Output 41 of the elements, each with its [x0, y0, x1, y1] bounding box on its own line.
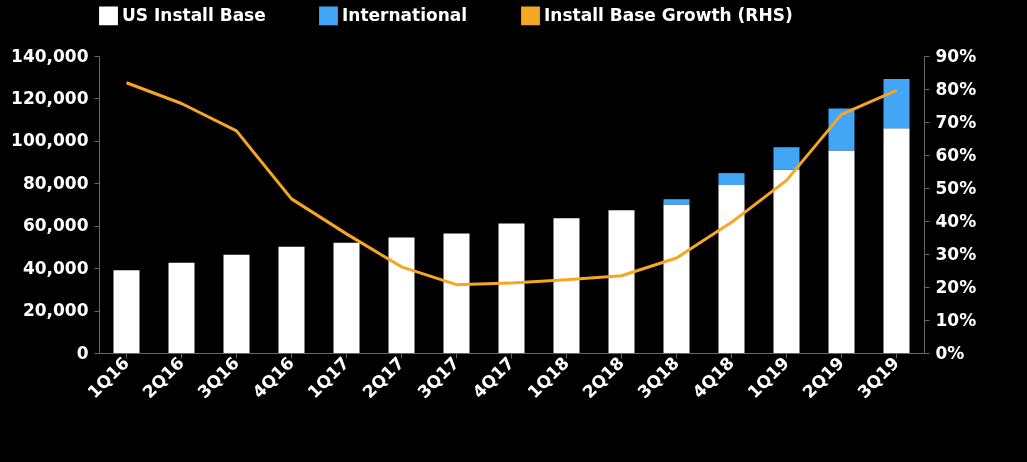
- bar: [553, 218, 580, 353]
- y2-tick-label: 50%: [935, 177, 977, 198]
- bar: [773, 169, 800, 353]
- y2-tick-label: 70%: [935, 111, 977, 132]
- y-tick-label: 60,000: [22, 215, 89, 236]
- y2-tick-label: 90%: [935, 45, 977, 66]
- y2-tick-label: 30%: [935, 243, 977, 264]
- bar: [498, 223, 525, 353]
- bar: [278, 246, 305, 353]
- bar: [333, 242, 360, 353]
- bar: [773, 147, 800, 170]
- bar: [883, 128, 910, 353]
- y2-tick-label: 40%: [935, 210, 977, 231]
- bar: [168, 262, 195, 353]
- y2-tick-label: 60%: [935, 144, 977, 165]
- y-tick-label: 40,000: [22, 257, 89, 278]
- bar: [718, 173, 745, 185]
- y-tick-label: 0: [76, 342, 89, 363]
- y2-tick-label: 0%: [935, 342, 965, 363]
- y2-tick-label: 20%: [935, 276, 977, 297]
- y-tick-label: 80,000: [22, 172, 89, 193]
- line-series: [125, 81, 898, 287]
- legend-label: International: [342, 4, 468, 25]
- bar: [663, 204, 690, 353]
- y2-tick-label: 80%: [935, 78, 977, 99]
- bar: [223, 254, 250, 353]
- y-tick-label: 100,000: [11, 130, 89, 151]
- y2-tick-label: 10%: [935, 309, 977, 330]
- legend-label: US Install Base: [122, 4, 266, 25]
- y-tick-label: 20,000: [22, 300, 89, 321]
- bar: [718, 184, 745, 353]
- y-tick-label: 120,000: [11, 87, 89, 108]
- legend-label: Install Base Growth (RHS): [544, 4, 793, 25]
- bar: [828, 150, 855, 353]
- bar: [663, 199, 690, 205]
- y-tick-label: 140,000: [11, 45, 89, 66]
- bar: [443, 233, 470, 353]
- bar: [388, 237, 415, 353]
- bar: [113, 270, 140, 353]
- bar: [608, 210, 635, 353]
- bar: [883, 78, 910, 129]
